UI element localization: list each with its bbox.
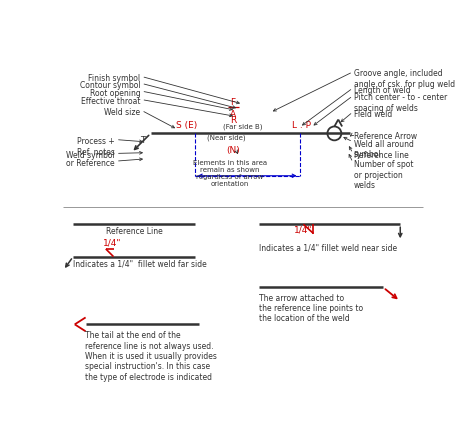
Text: L . P: L . P bbox=[292, 120, 311, 130]
Text: Reference line: Reference line bbox=[354, 151, 409, 160]
Text: Indicates a 1/4" fillet weld near side: Indicates a 1/4" fillet weld near side bbox=[259, 244, 397, 253]
Text: 1/4": 1/4" bbox=[103, 238, 122, 247]
Text: A: A bbox=[230, 110, 236, 119]
Text: Root opening: Root opening bbox=[90, 89, 141, 98]
Text: Number of spot
or projection
welds: Number of spot or projection welds bbox=[354, 160, 413, 190]
Text: Pitch center - to - center
spacing of welds: Pitch center - to - center spacing of we… bbox=[354, 93, 447, 113]
Text: Process +
Ref. notes: Process + Ref. notes bbox=[77, 137, 115, 157]
Text: Groove angle, included
angle of csk. for plug weld: Groove angle, included angle of csk. for… bbox=[354, 70, 455, 89]
Text: Weld size: Weld size bbox=[104, 108, 141, 117]
Text: Finish symbol: Finish symbol bbox=[89, 74, 141, 83]
Text: Length of weld: Length of weld bbox=[354, 86, 410, 95]
Text: Weld symbol: Weld symbol bbox=[66, 151, 115, 160]
Text: Field weld: Field weld bbox=[354, 110, 392, 119]
Text: 1/4": 1/4" bbox=[294, 225, 312, 234]
Text: (N): (N) bbox=[226, 146, 240, 155]
Text: R: R bbox=[230, 117, 236, 125]
Text: Indicates a 1/4"  fillet weld far side: Indicates a 1/4" fillet weld far side bbox=[73, 260, 207, 268]
Text: or Reference: or Reference bbox=[66, 159, 115, 168]
Text: (Far side B): (Far side B) bbox=[223, 123, 263, 130]
Text: S (E): S (E) bbox=[175, 120, 197, 130]
Text: Reference Line: Reference Line bbox=[106, 227, 163, 237]
Text: Elements in this area
remain as shown
regardless of arrow
orientation: Elements in this area remain as shown re… bbox=[193, 160, 267, 187]
Text: Reference Arrow: Reference Arrow bbox=[354, 132, 417, 141]
Text: The arrow attached to
the reference line points to
the location of the weld: The arrow attached to the reference line… bbox=[259, 293, 364, 323]
Text: Contour symbol: Contour symbol bbox=[80, 81, 141, 90]
Text: The tail at the end of the
reference line is not always used.
When it is used it: The tail at the end of the reference lin… bbox=[85, 331, 217, 382]
Text: (Near side): (Near side) bbox=[207, 135, 245, 141]
Text: T: T bbox=[140, 136, 146, 145]
Text: Weld all around
symbol: Weld all around symbol bbox=[354, 140, 414, 159]
Text: Effective throat: Effective throat bbox=[81, 97, 141, 106]
Text: F: F bbox=[230, 98, 236, 107]
